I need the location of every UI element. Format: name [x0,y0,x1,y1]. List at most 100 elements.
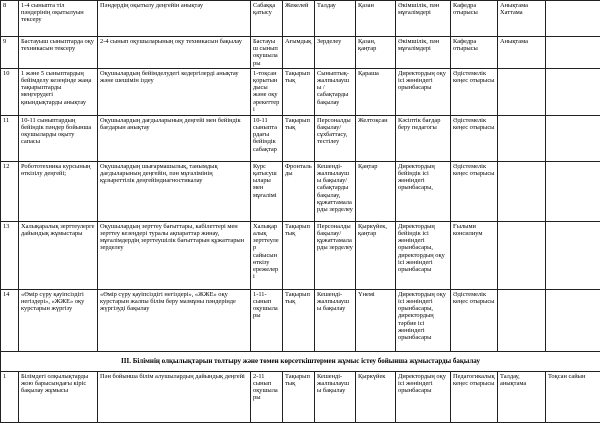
table-cell: Әкімшілік, пән мұғалімдері [396,1,451,37]
table-row: 14«Өмір сүру қауіпсіздігі негіздері», «Ж… [1,289,600,351]
table-cell: Оқушылардың шығармашылық, танымдық дағды… [98,161,251,221]
table-cell: Директордың бейіндік ісі жөніндегі орынб… [396,161,451,221]
table-cell: Директордың оқу ісі жөніндегі орынбасары [396,371,451,422]
empty-cell [546,1,600,37]
table-cell: Тақырыптық [283,221,315,289]
table-cell: Фронтальды [283,161,315,221]
table-cell: 1 [1,371,19,422]
table-cell: Қазан [356,1,396,37]
empty-cell [546,115,600,161]
table-cell: Қыркүйек, қаңтар [356,221,396,289]
table-cell: Ғылыми консилиум [451,221,498,289]
table-cell: Кешенді-жалпылаушы бақылау/ сабақтарды б… [315,161,356,221]
table-cell: Директордың бейіндік ісі жөніндегі орынб… [396,221,451,289]
table-cell: Оқушылардың дағдыларының деңгейі мен бей… [98,115,251,161]
table-cell: Білімдегі олқылықтарды жою барысындағы к… [19,371,98,422]
empty-cell [546,161,600,221]
table-cell: Әдістемелік кеңес отырысы [451,161,498,221]
table-cell: Оқушылардың бейімделудегі кедергілерді а… [98,68,251,115]
table-cell: Талдау [315,1,356,37]
empty-cell [546,289,600,351]
table-cell: Бастауыш сыныптарда оқу техникасын тексе… [19,37,98,69]
table-cell: Зерделеу [315,37,356,69]
table-cell: Кафедра отырысы [451,37,498,69]
table-cell: Курс қатысушылары мен мұғалімі [251,161,283,221]
empty-cell [546,221,600,289]
table-cell: 1-тоқсан қорытындысы және оқу әрекеттері [251,68,283,115]
table-cell: Оқушылардың зерттеу бағыттары, кабілетте… [98,221,251,289]
table-cell: Анықтама [498,37,546,69]
table-cell: 13 [1,221,19,289]
table-cell: 12 [1,161,19,221]
table-cell: 1 және 5 сыныптардың бейімделу кезеңінде… [19,68,98,115]
table-cell: Тақырыптық [283,371,315,422]
table-cell: Персоналды бақылау/ сұхбаттасу, тестілеу [315,115,356,161]
table-cell: Кафедра отырысы [451,1,498,37]
table-cell: Персоналды бақылау/ құжаттамаларды зерде… [315,221,356,289]
table-cell: Талдау, анықтама [498,371,546,422]
table-cell: 10-11 сыныптардағы бейіндік сабақтар [251,115,283,161]
table-cell: Қазан, қаңтар [356,37,396,69]
table-cell: Сыныптық-жалпылаушы / сабақтарды бақылау [315,68,356,115]
table-cell: Бастауыш сынып оқушылары [251,37,283,69]
table-cell: Әдістемелік кеңес отырысы [451,68,498,115]
empty-cell [498,68,546,115]
table-cell: Тақырыптық [283,289,315,351]
table-cell: 1-4 сыныпта тіл пәндерінің оқытылуын тек… [19,1,98,37]
table-cell: Тоқсан сайын [546,371,600,422]
table-cell: Үнемі [356,289,396,351]
table-cell: 9 [1,37,19,69]
table-cell: III. Білімнің олқылықтарын толтыру және … [1,351,600,371]
table-cell: 2-11 сынып оқушылары [251,371,283,422]
empty-cell [498,161,546,221]
table-cell: Директордың оқу ісі жөніндегі орынбасары [396,68,451,115]
table-cell: 1-11-сынып оқушылары [251,289,283,351]
table-cell: Тақырыптық [283,68,315,115]
empty-cell [498,221,546,289]
table-cell: Робототехника курсының өткізілу деңгейі; [19,161,98,221]
empty-cell [546,68,600,115]
table-cell: Ағымдық [283,37,315,69]
table-cell: Қаңтар [356,161,396,221]
table-cell: Халықаралық зерттеулер сайысын өткізу ер… [251,221,283,289]
table-cell: Кәсіптік бағдар беру педагогы [396,115,451,161]
empty-cell [498,289,546,351]
table-cell: 2-4 сынып оқушыларының оқу техникасын ба… [98,37,251,69]
empty-cell [498,115,546,161]
table-cell: Педагогикалық кеңес отырысы [451,371,498,422]
table-cell: «Өмір сүру қауіпсіздігі негіздері», «ЖЖЕ… [19,289,98,351]
table-cell: Әдістемелік кеңес отырысы [451,115,498,161]
empty-cell [546,37,600,69]
table-cell: Кешенді-жалпылаушы бақылау [315,289,356,351]
table-cell: Пәндердің оқытылу деңгейін анықтау [98,1,251,37]
table-cell: Жекелей [283,1,315,37]
section-row: III. Білімнің олқылықтарын толтыру және … [1,351,600,371]
table-cell: Әдістемелік кеңес отырысы [451,289,498,351]
table-cell: Директордың оқу ісі жөніндегі орынбасары… [396,289,451,351]
table-cell: Қыркүйек [356,371,396,422]
table-cell: Анықтама Хаттама [498,1,546,37]
table-cell: Тақырыптық [283,115,315,161]
table-cell: Кешенді-жалпылаушы бақылау [315,371,356,422]
table-cell: Сабаққа қатысу [251,1,283,37]
table-cell: Әкімшілік, пән мұғалімдері [396,37,451,69]
table-cell: 10 [1,68,19,115]
table-cell: 11 [1,115,19,161]
table-cell: «Өмір сүру қауіпсіздігі негіздері», «ЖЖЕ… [98,289,251,351]
table-cell: 8 [1,1,19,37]
table-cell: Желтоқсан [356,115,396,161]
table-cell: Халықаралық зерттеулерге дайындық жұмыст… [19,221,98,289]
table-cell: Қараша [356,68,396,115]
table-cell: 10-11 сыныптардың бейіндік пәндер бойынш… [19,115,98,161]
table-cell: Пән бойынша білім алушылардың дайындық д… [98,371,251,422]
table-cell: 14 [1,289,19,351]
